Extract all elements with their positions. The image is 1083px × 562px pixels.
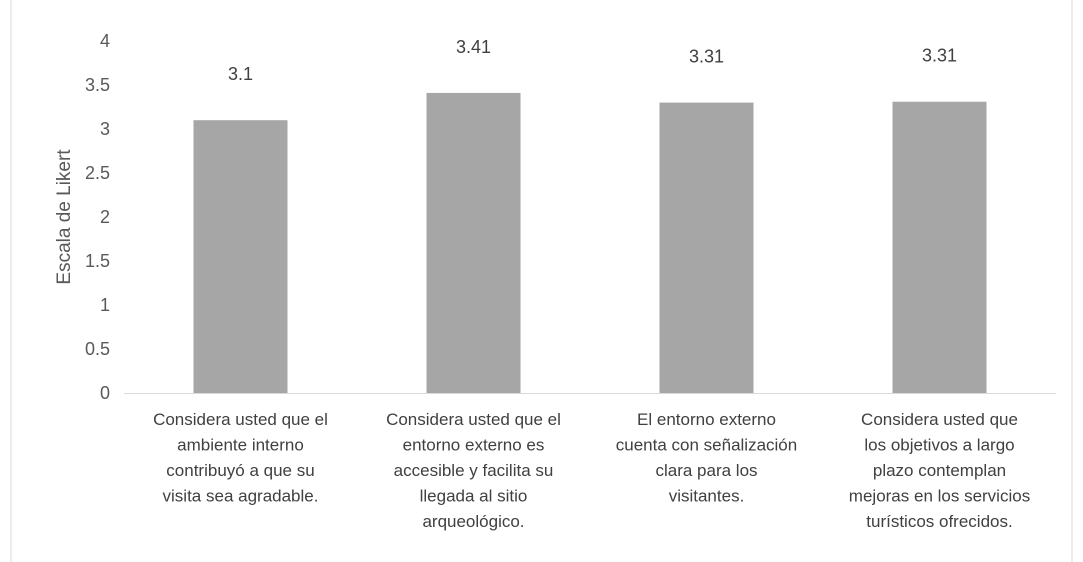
data-label: 3.31 [922,46,957,66]
x-axis-categories: Considera usted que el ambiente interno co… [153,410,1030,531]
y-axis-ticks: 0 0.5 1 1.5 2 2.5 3 3.5 4 [85,31,110,403]
category-label-line: llegada al sitio [420,487,528,506]
category-label-line: clara para los [655,461,757,480]
data-labels: 3.1 3.41 3.31 3.31 [228,37,957,84]
chart-frame [10,0,1073,562]
y-tick-label: 1.5 [85,251,110,271]
y-tick-label: 4 [100,31,110,51]
category-label-line: cuenta con señalización [616,436,797,455]
category-label-line: visitantes. [669,487,745,506]
bar [892,101,987,393]
category-label-line: ambiente interno [177,436,304,455]
y-tick-label: 3.5 [85,75,110,95]
category-label-line: entorno externo es [403,436,545,455]
category-label-line: contribuyó a que su [166,461,314,480]
category-label-line: visita sea agradable. [163,487,319,506]
category-label: Considera usted que los objetivos a largo… [849,410,1030,531]
y-tick-label: 1 [100,295,110,315]
bar [659,102,754,393]
category-label-line: los objetivos a largo [864,436,1014,455]
category-label-line: plazo contemplan [873,461,1006,480]
y-tick-label: 0.5 [85,339,110,359]
data-label: 3.1 [228,64,253,84]
category-label-line: Considera usted que [861,410,1018,429]
category-label-line: Considera usted que el [386,410,561,429]
category-label-line: arqueológico. [422,512,524,531]
bar [193,120,288,393]
bar [426,92,521,394]
category-label: El entorno externo cuenta con señalizació… [616,410,797,506]
category-label-line: Considera usted que el [153,410,328,429]
category-label: Considera usted que el entorno externo es… [386,410,561,531]
y-tick-label: 2 [100,207,110,227]
category-label-line: mejoras en los servicios [849,487,1030,506]
category-label-line: turísticos ofrecidos. [866,512,1012,531]
data-label: 3.31 [689,47,724,67]
bars [193,92,987,394]
data-label: 3.41 [456,37,491,57]
y-tick-label: 2.5 [85,163,110,183]
y-axis-title: Escala de Likert [54,149,75,285]
category-label-line: El entorno externo [637,410,776,429]
category-label-line: accesible y facilita su [394,461,554,480]
y-tick-label: 3 [100,119,110,139]
category-label: Considera usted que el ambiente interno co… [153,410,328,506]
y-tick-label: 0 [100,383,110,403]
